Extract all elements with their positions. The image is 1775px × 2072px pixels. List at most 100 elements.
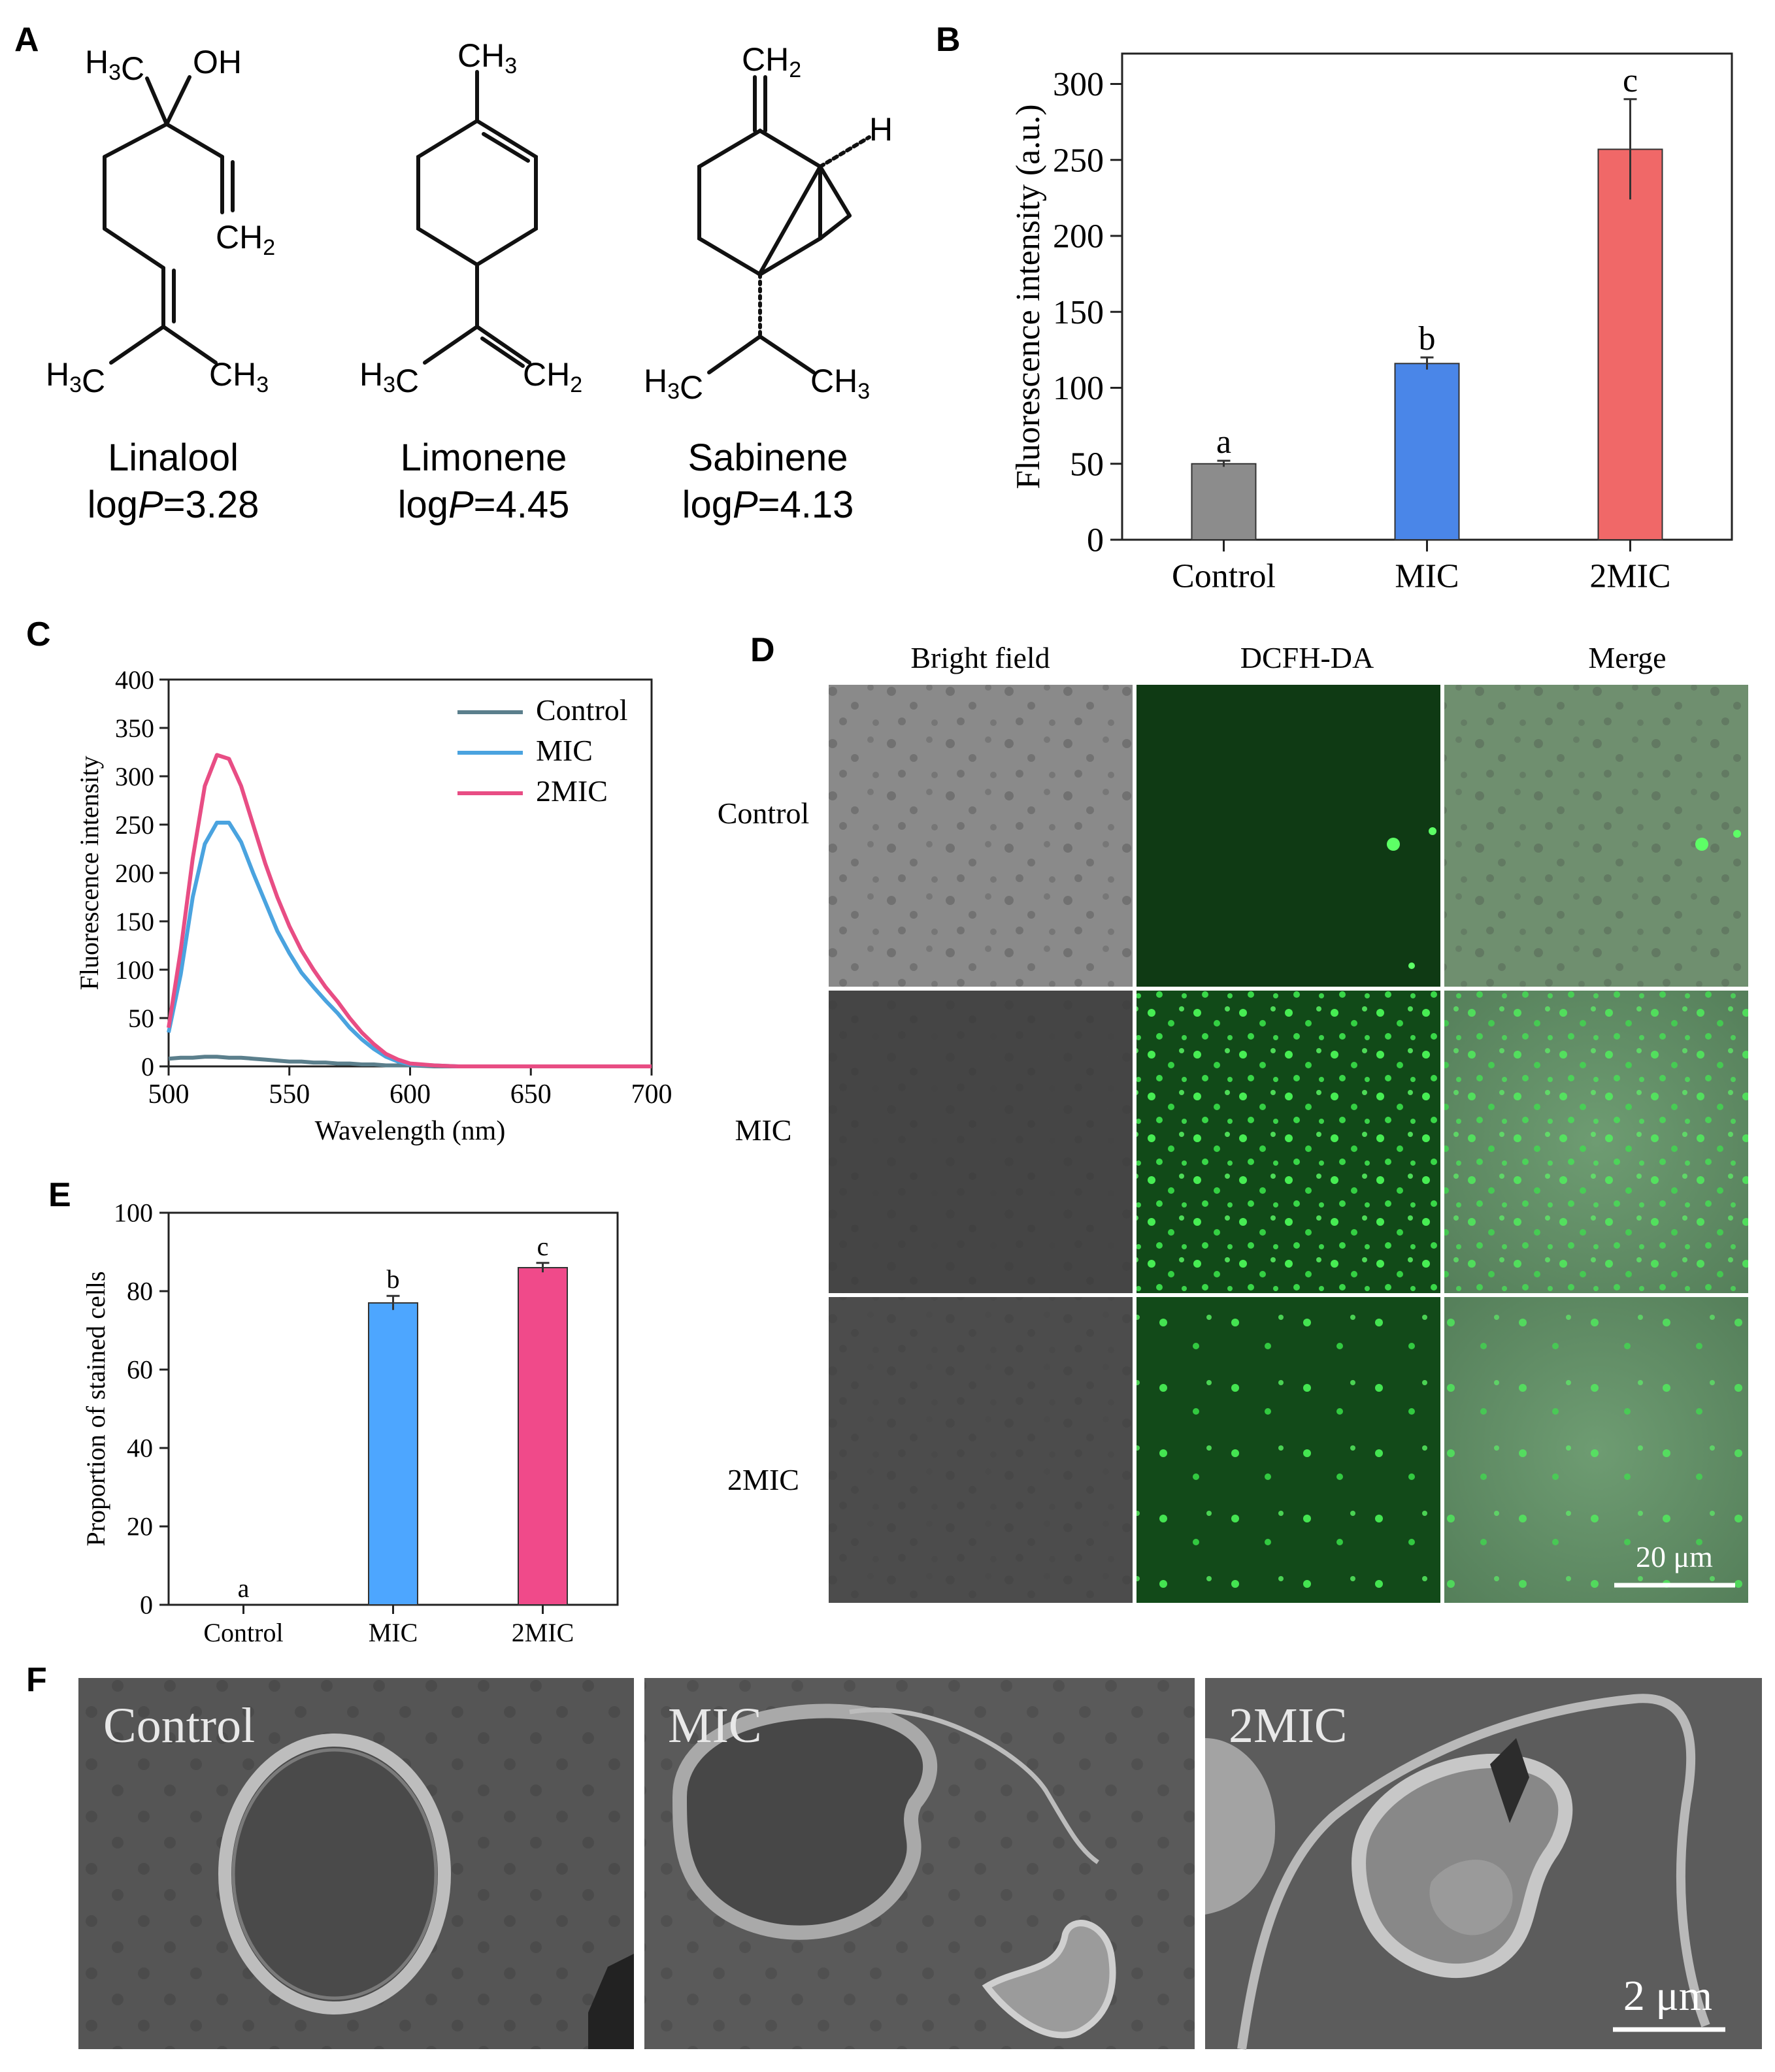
col-header-merge: Merge xyxy=(1588,641,1666,674)
sabinene-h-label: H xyxy=(869,111,893,148)
panel-label-a: A xyxy=(14,21,39,59)
y-axis-label: Proportion of stained cells xyxy=(81,1271,110,1546)
x-tick-label: Control xyxy=(203,1618,283,1647)
linalool-h3c-bottom-label: H3C xyxy=(46,356,105,399)
limonene-name: Limonene xyxy=(401,436,567,479)
bar-2mic xyxy=(1597,148,1663,541)
linalool-name: Linalool xyxy=(108,436,239,479)
sem-label-2mic: 2MIC xyxy=(1229,1698,1348,1753)
y-tick-label: 0 xyxy=(141,1052,154,1081)
x-tick-label: MIC xyxy=(369,1618,418,1647)
y-tick-label: 0 xyxy=(140,1590,153,1620)
panel-d-microscopy-grid: Bright field DCFH-DA Merge Control MIC 2… xyxy=(718,641,1748,1603)
linalool-ch2-label: CH2 xyxy=(216,219,275,260)
y-tick-label: 200 xyxy=(1053,218,1104,255)
linalool-logp: logP=3.28 xyxy=(88,484,259,526)
y-tick-label: 300 xyxy=(115,762,154,791)
y-tick-label: 0 xyxy=(1087,522,1104,559)
x-tick-label: 700 xyxy=(631,1079,672,1110)
significance-letter: b xyxy=(387,1264,400,1294)
y-axis-label: Fluorescence intensity xyxy=(75,756,104,991)
limonene-logp: logP=4.45 xyxy=(398,484,570,526)
y-tick-label: 80 xyxy=(127,1277,153,1306)
sem-label-mic: MIC xyxy=(668,1698,762,1753)
linalool-ch3-label: H3C xyxy=(85,44,144,87)
y-tick-label: 150 xyxy=(115,907,154,936)
significance-letter: b xyxy=(1419,320,1436,357)
linalool-structure xyxy=(103,75,235,365)
micrograph-control-dcfh-da xyxy=(1136,685,1440,987)
row-label-mic: MIC xyxy=(735,1113,792,1147)
sabinene-ch3-bottom-label: CH3 xyxy=(810,363,870,404)
y-tick-label: 100 xyxy=(115,955,154,985)
y-tick-label: 400 xyxy=(115,665,154,695)
sabinene-ch2-top-label: CH2 xyxy=(742,41,801,82)
sabinene-h3c-bottom-label: H3C xyxy=(644,363,703,406)
limonene-ch3-top-label: CH3 xyxy=(457,37,517,78)
y-tick-label: 60 xyxy=(127,1355,153,1385)
panel-label-f: F xyxy=(26,1661,47,1699)
col-header-dcfh-da: DCFH-DA xyxy=(1240,641,1374,674)
y-tick-label: 100 xyxy=(114,1198,153,1228)
panel-f-sem-images: Control MIC 2MIC 2 μm xyxy=(78,1678,1762,2050)
x-tick-label: 2MIC xyxy=(1589,558,1670,595)
y-tick-label: 350 xyxy=(115,714,154,743)
y-tick-label: 200 xyxy=(115,859,154,888)
sem-label-control: Control xyxy=(103,1698,255,1753)
panel-a-structures xyxy=(103,70,871,374)
bar-control xyxy=(1191,463,1257,540)
sabinene-structure xyxy=(697,75,871,374)
significance-letter: c xyxy=(1623,62,1638,99)
y-tick-label: 40 xyxy=(127,1434,153,1463)
legend-label-control: Control xyxy=(536,693,628,727)
limonene-structure xyxy=(416,70,538,368)
chart-b-fluorescence-bars: 0 50 100 150 200 250 300 Control a MIC b 2MIC c Fluor… xyxy=(1010,52,1733,595)
bar-mic xyxy=(368,1302,418,1605)
y-tick-label: 100 xyxy=(1053,370,1104,407)
x-tick-label: 500 xyxy=(148,1079,190,1110)
panel-label-b: B xyxy=(936,21,961,59)
legend-label-mic: MIC xyxy=(536,734,593,767)
chart-e-stained-cells-bars: 0 20 40 60 80 100 Control a MIC b 2MIC c Proportion … xyxy=(81,1198,619,1647)
row-label-control: Control xyxy=(718,797,810,830)
bar-mic xyxy=(1394,363,1460,540)
y-axis-label: Fluorescence intensity (a.u.) xyxy=(1010,104,1047,489)
significance-letter: a xyxy=(238,1573,250,1603)
y-tick-label: 50 xyxy=(128,1004,154,1033)
bar-2mic xyxy=(518,1267,568,1605)
row-label-2mic: 2MIC xyxy=(727,1463,799,1496)
linalool-ch3-bottom-label: CH3 xyxy=(209,356,269,397)
x-tick-label: 600 xyxy=(390,1079,431,1110)
chart-c-fluorescence-spectra: 0 50 100 150 200 250 300 350 400 500 550 600 650 700 W… xyxy=(75,665,672,1146)
col-header-bright-field: Bright field xyxy=(910,641,1050,674)
significance-letter: a xyxy=(1216,423,1231,461)
linalool-oh-label: OH xyxy=(193,44,242,80)
sem-scale-bar-label: 2 μm xyxy=(1623,1972,1712,2020)
limonene-ch2-bottom-label: CH2 xyxy=(523,356,582,397)
significance-letter: c xyxy=(537,1232,549,1261)
y-tick-label: 250 xyxy=(115,810,154,840)
x-tick-label: Control xyxy=(1172,558,1276,595)
series-line-mic xyxy=(167,821,652,1068)
x-tick-label: 2MIC xyxy=(512,1618,574,1647)
microscopy-scale-bar-label: 20 μm xyxy=(1636,1540,1713,1573)
sabinene-name: Sabinene xyxy=(688,436,848,479)
x-axis-label: Wavelength (nm) xyxy=(315,1116,506,1146)
legend-label-2mic: 2MIC xyxy=(536,774,608,808)
x-tick-label: 650 xyxy=(510,1079,552,1110)
y-tick-label: 250 xyxy=(1053,142,1104,179)
series-line-2mic xyxy=(167,753,652,1068)
y-tick-label: 20 xyxy=(127,1512,153,1541)
panel-label-c: C xyxy=(26,616,51,653)
panel-label-e: E xyxy=(48,1176,71,1214)
y-tick-label: 50 xyxy=(1070,446,1104,483)
x-tick-label: 550 xyxy=(269,1079,310,1110)
sabinene-logp: logP=4.13 xyxy=(682,484,854,526)
y-tick-label: 150 xyxy=(1053,294,1104,331)
limonene-h3c-bottom-label: H3C xyxy=(359,356,419,399)
x-tick-label: MIC xyxy=(1395,558,1459,595)
panel-label-d: D xyxy=(750,631,775,669)
y-tick-label: 300 xyxy=(1053,66,1104,103)
